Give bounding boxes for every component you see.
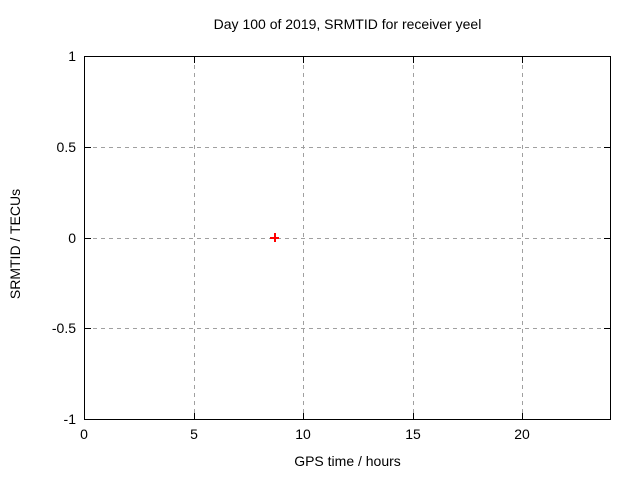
plus-marker-vbar — [273, 233, 276, 242]
data-point-marker — [270, 233, 280, 242]
x-tick-label: 0 — [80, 426, 88, 442]
y-tick-mark — [604, 419, 610, 420]
y-tick-mark — [604, 328, 610, 329]
x-tick-label: 15 — [405, 426, 421, 442]
y-tick-label: -1 — [63, 411, 76, 427]
x-tick-mark — [522, 57, 523, 63]
y-tick-mark — [604, 56, 610, 57]
x-tick-mark — [303, 413, 304, 419]
x-tick-mark — [413, 413, 414, 419]
x-tick-label: 5 — [190, 426, 198, 442]
y-tick-mark — [85, 419, 91, 420]
y-gridline — [85, 147, 609, 148]
x-tick-label: 20 — [514, 426, 530, 442]
x-tick-mark — [84, 413, 85, 419]
x-tick-mark — [522, 413, 523, 419]
y-tick-mark — [85, 56, 91, 57]
y-tick-label: 1 — [68, 48, 76, 64]
x-gridline — [303, 57, 304, 418]
y-tick-mark — [604, 147, 610, 148]
chart-title: Day 100 of 2019, SRMTID for receiver yee… — [213, 16, 482, 32]
x-tick-mark — [194, 57, 195, 63]
x-tick-mark — [194, 413, 195, 419]
y-tick-mark — [604, 238, 610, 239]
y-gridline — [85, 238, 609, 239]
y-gridline — [85, 328, 609, 329]
x-tick-label: 10 — [295, 426, 311, 442]
y-tick-mark — [85, 328, 91, 329]
y-axis-label: SRMTID / TECUs — [7, 188, 23, 300]
x-gridline — [194, 57, 195, 418]
y-tick-label: 0.5 — [56, 139, 76, 155]
x-tick-mark — [303, 57, 304, 63]
x-axis-label: GPS time / hours — [294, 453, 401, 469]
y-tick-mark — [85, 238, 91, 239]
y-tick-label: 0 — [68, 230, 76, 246]
x-gridline — [413, 57, 414, 418]
x-tick-mark — [413, 57, 414, 63]
y-tick-label: -0.5 — [51, 320, 76, 336]
x-gridline — [522, 57, 523, 418]
x-tick-mark — [84, 57, 85, 63]
y-tick-mark — [85, 147, 91, 148]
